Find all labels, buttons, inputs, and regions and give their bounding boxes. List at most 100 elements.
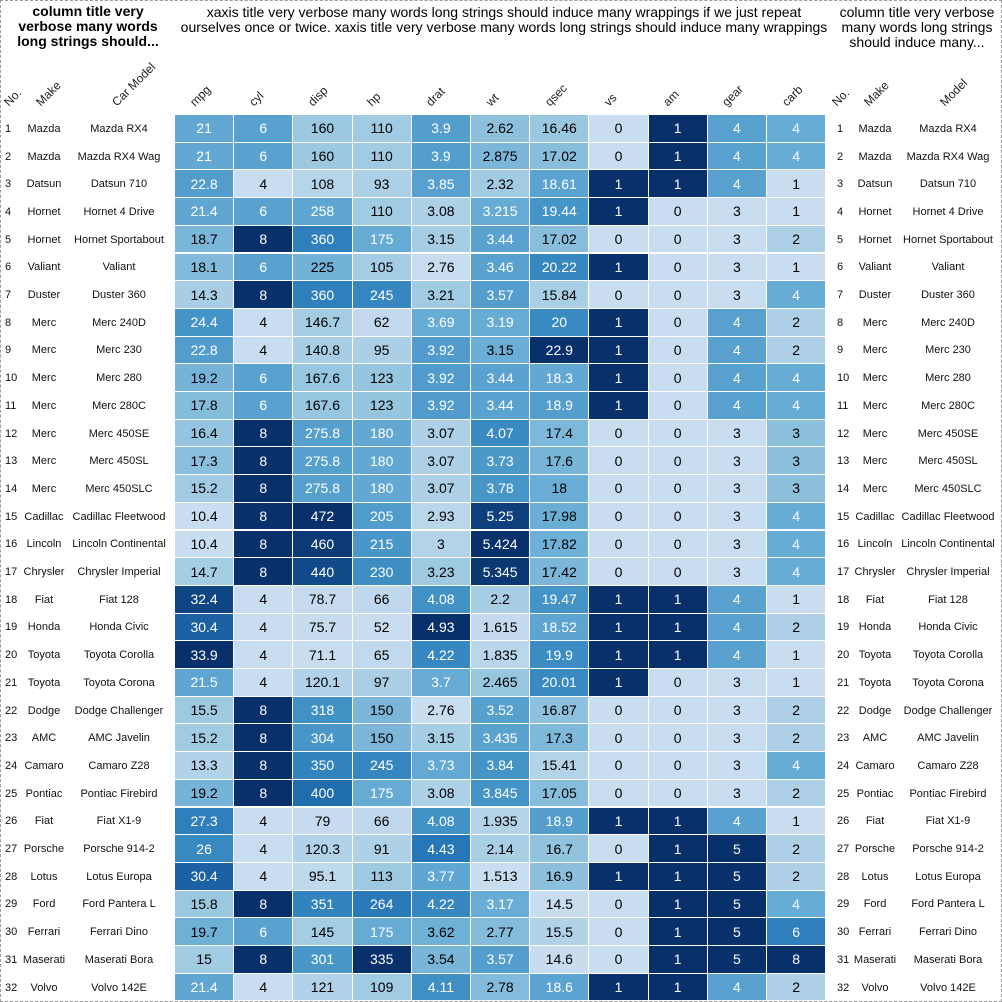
heatmap-cell-drat-1: 3.9 [411, 115, 471, 143]
heatmap-cell-carb-16: 4 [767, 530, 827, 559]
row-model: Hornet 4 Drive [912, 205, 984, 218]
left-header-no: No. [1, 85, 25, 109]
heatmap-cell-qsec-15: 17.98 [530, 502, 590, 531]
heatmap-cell-qsec-17: 17.42 [530, 558, 590, 586]
column-header-wt: wt [482, 90, 502, 109]
heatmap-cell-drat-6: 2.76 [411, 253, 471, 282]
heatmap-cell-vs-16: 0 [589, 530, 649, 559]
row-number: 14 [5, 482, 18, 495]
row-model: Merc 450SLC [85, 482, 153, 495]
row-make: AMC [31, 732, 57, 745]
row-make: Merc [862, 427, 888, 440]
row-make: AMC [862, 732, 888, 745]
heatmap-cell-vs-19: 1 [589, 613, 649, 642]
row-make: Datsun [26, 178, 62, 191]
row-make: Merc [862, 372, 888, 385]
row-make: Merc [31, 399, 57, 412]
row-number: 7 [837, 289, 844, 302]
heatmap-cell-vs-32: 1 [589, 973, 649, 1002]
row-number: 21 [837, 676, 850, 689]
heatmap-cell-carb-30: 6 [767, 918, 827, 946]
heatmap-cell-gear-20: 4 [707, 641, 767, 669]
heatmap-cell-gear-24: 3 [707, 752, 767, 780]
heatmap-cell-wt-25: 3.845 [471, 779, 531, 808]
heatmap-cell-qsec-16: 17.82 [530, 530, 590, 559]
row-make: Ferrari [27, 926, 61, 939]
row-model: Duster 360 [921, 289, 975, 302]
row-make: Ford [863, 898, 887, 911]
heatmap-cell-hp-4: 110 [352, 198, 412, 226]
row-number: 5 [837, 233, 844, 246]
heatmap-cell-qsec-7: 15.84 [530, 281, 590, 309]
heatmap-cell-vs-1: 0 [589, 115, 649, 143]
right-column-title: column title very verbose many words lon… [839, 4, 995, 50]
heatmap-cell-wt-1: 2.62 [471, 115, 531, 143]
row-number: 9 [5, 344, 12, 357]
row-model: Honda Civic [89, 621, 149, 634]
heatmap-cell-vs-2: 0 [589, 142, 649, 171]
heatmap-cell-am-7: 0 [648, 281, 708, 309]
heatmap-cell-carb-21: 1 [767, 669, 827, 697]
heatmap-cell-am-27: 1 [648, 835, 708, 863]
heatmap-cell-carb-12: 3 [767, 419, 827, 448]
row-model: Merc 280 [925, 372, 971, 385]
heatmap-cell-wt-13: 3.73 [471, 447, 531, 476]
heatmap-cell-disp-31: 301 [293, 946, 353, 974]
heatmap-cell-gear-9: 4 [707, 336, 767, 365]
row-number: 20 [837, 649, 850, 662]
heatmap-cell-mpg-22: 15.5 [175, 696, 235, 725]
heatmap-cell-am-21: 0 [648, 669, 708, 697]
row-make: Ford [32, 898, 56, 911]
heatmap-cell-carb-19: 2 [767, 613, 827, 642]
heatmap-cell-am-14: 0 [648, 475, 708, 503]
row-number: 1 [5, 122, 12, 135]
row-model: Merc 230 [96, 344, 142, 357]
row-model: Merc 280 [96, 372, 142, 385]
row-model: Chrysler Imperial [77, 566, 161, 579]
heatmap-cell-drat-9: 3.92 [411, 336, 471, 365]
row-model: Merc 280C [92, 399, 146, 412]
heatmap-cell-drat-10: 3.92 [411, 364, 471, 392]
heatmap-cell-am-6: 0 [648, 253, 708, 282]
heatmap-cell-wt-27: 2.14 [471, 835, 531, 863]
heatmap-cell-gear-17: 3 [707, 558, 767, 586]
row-make: Dodge [858, 704, 892, 717]
row-number: 16 [5, 538, 18, 551]
column-header-carb: carb [778, 82, 806, 109]
row-number: 24 [5, 759, 18, 772]
heatmap-cell-cyl-31: 8 [234, 946, 294, 974]
heatmap-cell-gear-12: 3 [707, 419, 767, 448]
heatmap-cell-mpg-21: 21.5 [175, 669, 235, 697]
row-model: Toyota Corona [83, 676, 155, 689]
row-number: 5 [5, 233, 12, 246]
row-make: Valiant [27, 261, 61, 274]
heatmap-cell-mpg-4: 21.4 [175, 198, 235, 226]
heatmap-cell-vs-24: 0 [589, 752, 649, 780]
heatmap-cell-qsec-11: 18.9 [530, 392, 590, 420]
row-model: Duster 360 [92, 289, 146, 302]
row-model: Dodge Challenger [74, 704, 164, 717]
heatmap-cell-vs-22: 0 [589, 696, 649, 725]
heatmap-cell-mpg-31: 15 [175, 946, 235, 974]
heatmap-cell-am-29: 1 [648, 890, 708, 919]
row-make: Camaro [855, 759, 895, 772]
row-make: Pontiac [856, 787, 894, 800]
left-header-make: Make [33, 78, 64, 109]
heatmap-cell-am-15: 0 [648, 502, 708, 531]
heatmap-cell-gear-3: 4 [707, 170, 767, 199]
heatmap-cell-drat-7: 3.21 [411, 281, 471, 309]
heatmap-cell-carb-8: 2 [767, 308, 827, 337]
heatmap-cell-am-3: 1 [648, 170, 708, 199]
row-make: Toyota [858, 649, 892, 662]
heatmap-cell-hp-31: 335 [352, 946, 412, 974]
heatmap-cell-mpg-20: 33.9 [175, 641, 235, 669]
row-number: 27 [837, 843, 850, 856]
heatmap-cell-wt-19: 1.615 [471, 613, 531, 642]
heatmap-cell-wt-14: 3.78 [471, 475, 531, 503]
heatmap-cell-drat-13: 3.07 [411, 447, 471, 476]
row-number: 4 [837, 205, 844, 218]
row-model: Datsun 710 [919, 178, 977, 191]
heatmap-cell-wt-31: 3.57 [471, 946, 531, 974]
heatmap-cell-qsec-28: 16.9 [530, 862, 590, 891]
